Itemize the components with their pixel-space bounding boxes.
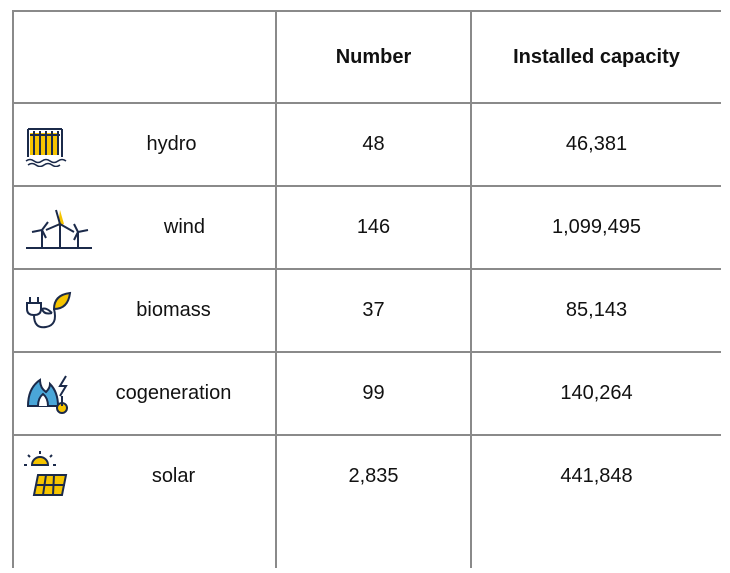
label: wind [163,216,206,238]
number-cell: 2,835 [275,434,472,568]
capacity-cell: 46,381 [470,102,721,187]
number: 2,835 [348,465,399,487]
capacity-cell: 1,099,495 [470,185,721,270]
header-cell: Installed capacity [470,10,721,104]
wind-icon [26,209,92,249]
label-cell: biomass [12,268,277,353]
biomass-icon [26,291,72,328]
label-cell: solar [12,434,277,568]
row: cogeneration 99 140,264 [12,351,721,436]
label-cell: wind [12,185,277,270]
capacity-cell: 85,143 [470,268,721,353]
label: hydro [146,133,197,155]
row: wind 146 1,099,495 [12,185,721,270]
label-cell: hydro [12,102,277,187]
label: cogeneration [115,382,232,404]
header-cell: Number [275,10,472,104]
header-empty [12,10,277,104]
number-cell: 48 [275,102,472,187]
capacity-cell: 140,264 [470,351,721,436]
solar-icon [24,451,68,496]
number-cell: 99 [275,351,472,436]
number-cell: 146 [275,185,472,270]
row: hydro 48 46,381 [12,102,721,187]
row: biomass 37 85,143 [12,268,721,353]
header-row: Number Installed capacity [12,10,721,104]
capacity-cell: 441,848 [470,434,721,568]
label: biomass [136,299,211,321]
hydro-icon [25,127,67,167]
table-wrap: Number Installed capacity hydro 48 46,38… [12,10,721,573]
row: solar 2,835 441,848 [12,434,721,568]
number-cell: 37 [275,268,472,353]
capacity: 441,848 [560,465,633,487]
cogeneration-icon [26,374,68,414]
label-cell: cogeneration [12,351,277,436]
label: solar [151,464,196,487]
energy-table: Number Installed capacity hydro 48 46,38… [12,10,721,568]
